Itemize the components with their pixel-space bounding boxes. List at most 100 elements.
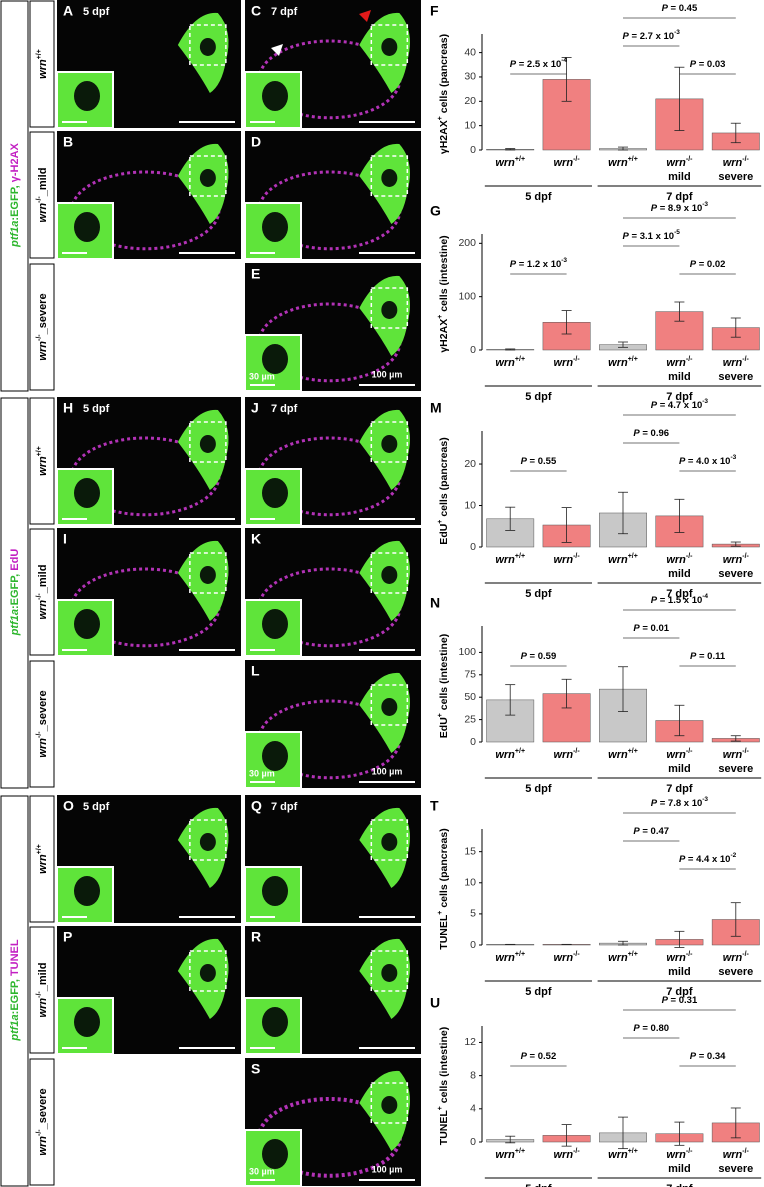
p-exp: -5 [674,229,680,236]
category-sup: +/+ [515,156,525,163]
stain-gene: ptf1a [9,609,21,636]
p-symbol: P [633,1023,640,1034]
category-name: wrn [495,357,515,369]
category-sup: -/- [742,356,749,363]
p-symbol: P [662,3,669,14]
group-label: 7 dpf [666,588,693,600]
panel-letter: L [251,663,260,679]
category-sup: +/+ [628,1148,638,1155]
category-name: wrn [608,157,628,169]
y-axis-label: EdU+ cells (pancreas) [437,437,450,544]
p-symbol: P [510,59,517,70]
x-tick-sublabel: mild [668,763,691,775]
inset-scale-label: 30 µm [249,371,275,381]
genotype-name: wrn [37,59,49,79]
islet [199,565,216,584]
stain-box [0,795,29,1187]
category-sup: -/- [742,553,749,560]
y-label-marker: TUNEL [438,1110,450,1146]
islet [381,963,398,982]
stain-marker: γ-H2AX [9,142,21,182]
genotype-name: wrn [37,998,49,1018]
stain-label: ptf1a:EGFP, EdU [9,549,21,637]
genotype-label: wrn-/-_mild [36,565,49,620]
islet [381,1095,398,1114]
category-sup: -/- [686,951,693,958]
scale-label: 100 µm [372,1164,403,1174]
category-name: wrn [495,749,515,761]
genotype-label: wrn-/-_severe [36,293,49,360]
zoom-box [189,950,227,992]
p-exp: -4 [561,57,567,64]
chart-letter: G [430,203,441,219]
stain-reporter: :EGFP, [9,182,21,220]
x-tick-label: wrn-/- [723,1148,750,1161]
p-text: = 1.2 x 10 [516,259,561,270]
p-text: = 0.45 [668,3,698,14]
x-tick-label: wrn-/- [666,156,693,169]
genotype-label: wrn+/+ [36,446,49,476]
panel-letter: S [251,1061,260,1077]
zoom-box [370,819,409,861]
y-tick-label: 200 [458,237,476,249]
category-name: wrn [723,157,743,169]
genotype-sup: -/- [36,334,43,341]
genotype-name: wrn [37,738,49,758]
category-sup: -/- [686,356,693,363]
p-symbol: P [690,59,697,70]
genotype-box [29,263,55,391]
x-tick-label: wrn-/- [666,553,693,566]
genotype-label: wrn-/-_mild [36,168,49,223]
panel-letter: P [63,929,72,945]
inset-islet [74,609,100,639]
x-tick-label: wrn-/- [554,156,581,169]
category-sup: -/- [573,156,580,163]
p-value: P = 4.0 x 10-3 [679,454,737,467]
y-label-sup: + [437,116,444,120]
x-tick-sublabel: mild [668,371,691,383]
p-text: = 2.7 x 10 [629,31,674,42]
panel-letter: C [251,3,261,19]
p-text: = 0.01 [640,623,670,634]
inset-islet [74,876,100,906]
group-label: 5 dpf [525,588,552,600]
category-sup: +/+ [628,356,638,363]
inset-islet [74,81,100,111]
islet [199,434,216,453]
x-tick-label: wrn-/- [554,951,581,964]
genotype-suffix: _severe [37,293,49,335]
x-tick-label: wrn-/- [723,156,750,169]
p-symbol: P [633,826,640,837]
category-sup: +/+ [628,748,638,755]
chart-letter: N [430,595,440,611]
zoom-box [370,421,409,463]
islet [381,434,398,453]
genotype-suffix: _mild [37,963,49,993]
category-sup: +/+ [515,951,525,958]
inset-islet [262,344,288,374]
zoom-box [189,421,227,463]
genotype-suffix: _severe [37,1088,49,1130]
p-text: = 0.31 [668,995,698,1006]
x-tick-label: wrn+/+ [495,748,525,761]
inset-islet [262,741,288,771]
x-tick-sublabel: severe [718,763,753,775]
p-value: P = 2.7 x 10-3 [623,29,681,42]
p-value: P = 0.31 [662,995,698,1006]
genotype-box [29,397,55,525]
x-tick-label: wrn-/- [723,553,750,566]
stain-gene: ptf1a [9,1014,21,1041]
category-sup: +/+ [515,553,525,560]
p-value: P = 1.2 x 10-3 [510,257,568,270]
y-label-rest: cells (intestine) [438,634,450,713]
stain-marker: EdU [9,549,21,571]
y-tick-label: 5 [470,908,476,920]
x-tick-label: wrn+/+ [608,156,638,169]
p-symbol: P [623,231,630,242]
x-tick-label: wrn-/- [666,1148,693,1161]
genotype-label: wrn-/-_severe [36,1088,49,1155]
x-tick-label: wrn-/- [723,748,750,761]
inset-islet [262,1007,288,1037]
panel-letter: B [63,134,73,150]
